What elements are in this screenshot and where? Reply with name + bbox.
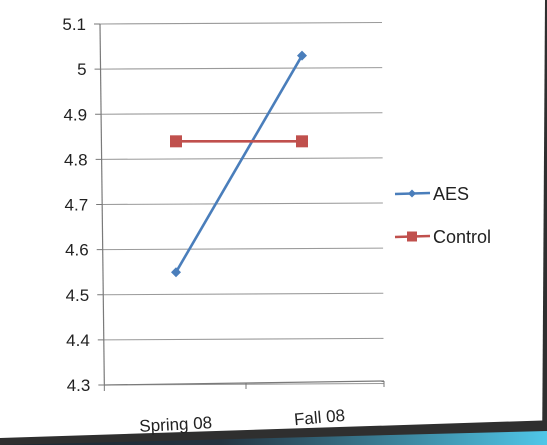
y-tick-label: 4.7 bbox=[65, 196, 89, 215]
data-point-aes bbox=[297, 50, 307, 61]
legend-marker-control bbox=[407, 231, 417, 242]
legend-label-aes: AES bbox=[433, 184, 469, 204]
y-tick-label: 5 bbox=[77, 60, 86, 79]
x-tick-label: Fall 08 bbox=[293, 406, 345, 429]
gridline bbox=[103, 292, 384, 296]
legend-marker-aes bbox=[408, 189, 416, 198]
y-tick-label: 4.6 bbox=[65, 241, 89, 260]
y-tick-label: 4.4 bbox=[66, 331, 90, 350]
data-series bbox=[170, 50, 308, 278]
y-tick-labels: 4.3 4.4 4.5 4.6 4.7 4.8 4.9 5 5.1 bbox=[62, 15, 90, 395]
data-point-control bbox=[296, 135, 308, 148]
x-tick-label: Spring 08 bbox=[139, 413, 213, 436]
gridline bbox=[103, 337, 384, 341]
y-tick-label: 4.9 bbox=[63, 105, 87, 124]
x-axis bbox=[104, 380, 385, 386]
gridline bbox=[99, 21, 383, 25]
gridlines bbox=[99, 21, 384, 386]
gridline bbox=[101, 112, 383, 115]
data-point-aes bbox=[171, 267, 181, 278]
y-tick-label: 4.8 bbox=[64, 150, 88, 169]
gridline bbox=[102, 202, 383, 206]
gridline bbox=[102, 247, 384, 251]
axes bbox=[94, 23, 385, 391]
legend-label-control: Control bbox=[433, 227, 491, 247]
y-tick-label: 4.3 bbox=[67, 376, 91, 395]
x-tick-labels: Spring 08 Fall 08 bbox=[139, 406, 346, 436]
y-axis bbox=[99, 23, 105, 386]
series-line-aes bbox=[174, 54, 304, 273]
y-tick-label: 5.1 bbox=[62, 15, 86, 34]
legend: AES Control bbox=[394, 184, 491, 247]
y-tick-label: 4.5 bbox=[66, 286, 90, 305]
data-point-control bbox=[170, 135, 182, 148]
gridline bbox=[100, 67, 383, 70]
